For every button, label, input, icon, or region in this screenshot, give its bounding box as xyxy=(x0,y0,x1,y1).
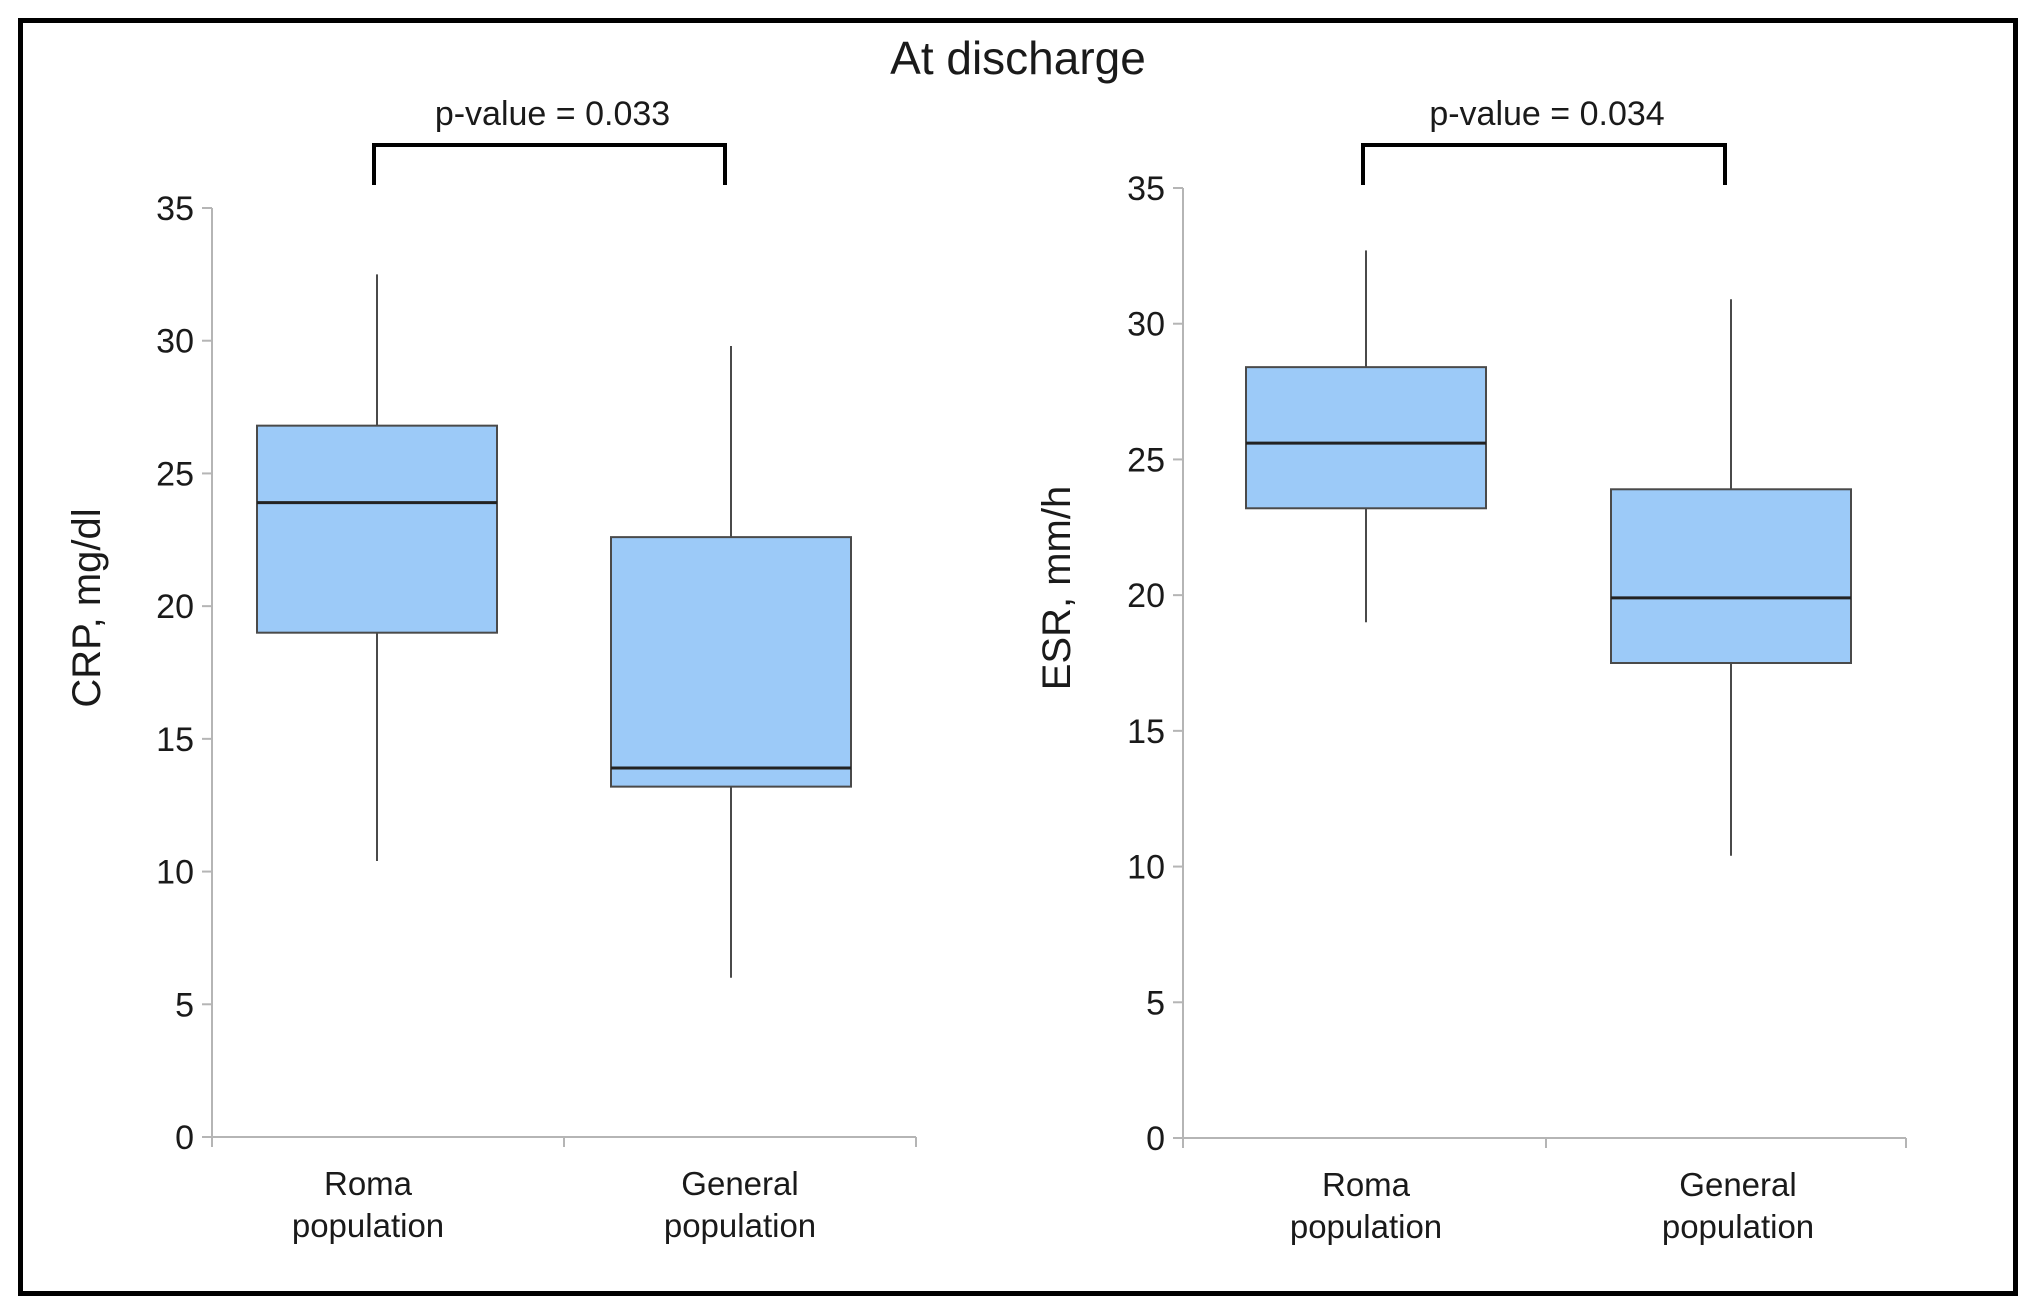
y-tick-label: 10 xyxy=(1127,849,1165,887)
significance-bracket xyxy=(1361,143,1727,185)
y-tick-label: 35 xyxy=(156,190,194,228)
iqr-box xyxy=(1610,488,1852,664)
y-tick-label: 35 xyxy=(1127,170,1165,208)
p-value-label: p-value = 0.034 xyxy=(1429,95,1664,133)
y-axis-label: ESR, mm/h xyxy=(1035,486,1079,690)
esr-panel: 0 5 10 15 20 25 30 35 ESR, mm/h Roma population Gen… xyxy=(1035,95,1907,1245)
y-tick-label: 30 xyxy=(1127,306,1165,344)
y-tick-label: 5 xyxy=(175,986,194,1024)
y-tick-label: 0 xyxy=(175,1119,194,1157)
figure-title: At discharge xyxy=(890,32,1146,84)
y-tick-label: 20 xyxy=(1127,577,1165,615)
crp-panel: 0 5 10 15 20 25 30 35 CRP, mg/dl Roma population Ge… xyxy=(65,95,917,1244)
y-tick-label: 10 xyxy=(156,854,194,892)
category-label: Roma population xyxy=(292,1165,444,1244)
iqr-box xyxy=(610,536,852,788)
y-tick-label: 20 xyxy=(156,588,194,626)
y-tick-label: 15 xyxy=(156,721,194,759)
category-label: General population xyxy=(1662,1166,1814,1245)
iqr-box xyxy=(1245,366,1487,510)
iqr-box xyxy=(256,424,498,634)
y-tick-label: 0 xyxy=(1146,1120,1165,1158)
p-value-label: p-value = 0.033 xyxy=(435,95,670,133)
y-tick-label: 25 xyxy=(156,455,194,493)
category-label: Roma population xyxy=(1290,1166,1442,1245)
significance-bracket xyxy=(372,143,727,185)
y-tick-label: 15 xyxy=(1127,713,1165,751)
y-tick-label: 25 xyxy=(1127,441,1165,479)
y-tick-label: 5 xyxy=(1146,984,1165,1022)
category-label: General population xyxy=(664,1165,816,1244)
y-tick-label: 30 xyxy=(156,323,194,361)
y-axis-label: CRP, mg/dl xyxy=(65,508,109,707)
